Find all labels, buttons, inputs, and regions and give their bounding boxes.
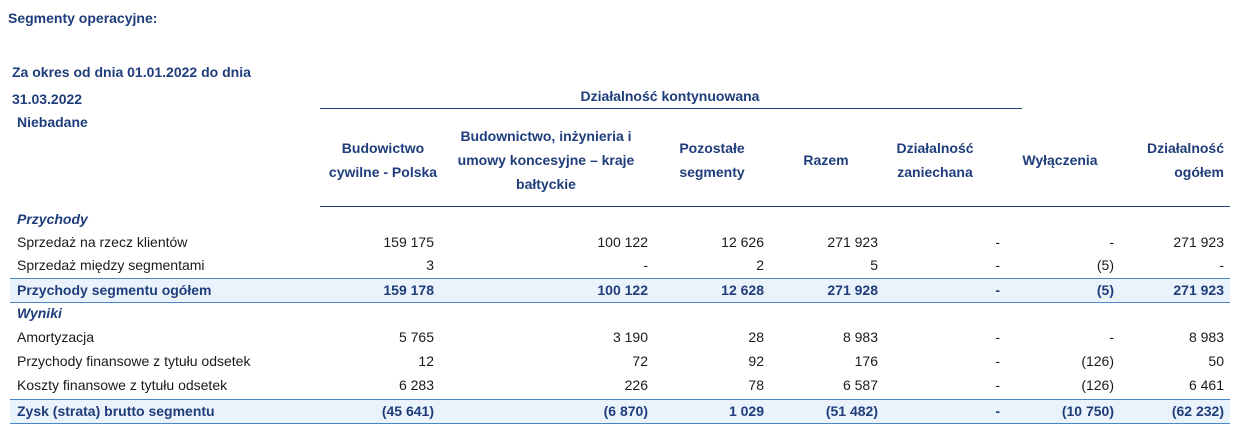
cell: 271 923 bbox=[1173, 234, 1224, 250]
cell: 100 122 bbox=[597, 282, 648, 298]
cell: (126) bbox=[1081, 377, 1114, 393]
cell: 78 bbox=[748, 377, 764, 393]
audit-status: Niebadane bbox=[17, 114, 88, 130]
row-label: Amortyzacja bbox=[17, 329, 95, 345]
table-row: Koszty finansowe z tytułu odsetek 6 283 … bbox=[10, 374, 1230, 397]
cell: 176 bbox=[854, 353, 878, 369]
cell: 12 bbox=[418, 353, 434, 369]
cell: 12 626 bbox=[721, 234, 764, 250]
col-header-eliminations: Wyłączenia bbox=[1022, 152, 1098, 168]
continuing-underline bbox=[320, 108, 1022, 109]
col-header-total: Razem bbox=[803, 152, 849, 168]
cell: - bbox=[1109, 234, 1114, 250]
cell: 2 bbox=[756, 257, 764, 273]
period-label: Za okres od dnia 01.01.2022 do dnia 31.0… bbox=[12, 64, 251, 107]
cell: (126) bbox=[1081, 353, 1114, 369]
cell: (62 232) bbox=[1171, 403, 1224, 419]
cell: - bbox=[995, 234, 1000, 250]
section-label: Wyniki bbox=[17, 305, 62, 321]
col-header-baltic: Budownictwo, inżynieria i umowy koncesyj… bbox=[457, 128, 635, 192]
cell: 100 122 bbox=[597, 234, 648, 250]
cell: - bbox=[995, 257, 1000, 273]
table-row: Amortyzacja 5 765 3 190 28 8 983 - - 8 9… bbox=[10, 326, 1230, 349]
cell: - bbox=[995, 282, 1000, 298]
table-row-total-revenue: Przychody segmentu ogółem 159 178 100 12… bbox=[10, 278, 1230, 303]
table-row: Sprzedaż na rzecz klientów 159 175 100 1… bbox=[10, 231, 1230, 254]
cell: 6 461 bbox=[1188, 377, 1224, 393]
cell: - bbox=[1109, 329, 1114, 345]
page-heading: Segmenty operacyjne: bbox=[8, 10, 158, 26]
cell: (45 641) bbox=[381, 403, 434, 419]
cell: (51 482) bbox=[825, 403, 878, 419]
cell: 159 178 bbox=[383, 282, 434, 298]
cell: 92 bbox=[748, 353, 764, 369]
cell: 3 190 bbox=[612, 329, 648, 345]
cell: 5 bbox=[870, 257, 878, 273]
table-row: Sprzedaż między segmentami 3 - 2 5 - (5)… bbox=[10, 254, 1230, 277]
cell: - bbox=[1219, 257, 1224, 273]
cell: - bbox=[995, 353, 1000, 369]
cell: 8 983 bbox=[1188, 329, 1224, 345]
cell: 6 587 bbox=[842, 377, 878, 393]
cell: 8 983 bbox=[842, 329, 878, 345]
cell: 271 923 bbox=[1173, 282, 1224, 298]
row-label: Sprzedaż między segmentami bbox=[17, 257, 205, 273]
row-label: Sprzedaż na rzecz klientów bbox=[17, 234, 188, 250]
cell: (5) bbox=[1096, 282, 1114, 298]
cell: 271 923 bbox=[827, 234, 878, 250]
cell: - bbox=[995, 403, 1000, 419]
col-header-total-operations: Działalność ogółem bbox=[1146, 140, 1224, 180]
cell: (10 750) bbox=[1061, 403, 1114, 419]
cell: - bbox=[995, 329, 1000, 345]
cell: 1 029 bbox=[728, 403, 764, 419]
cell: - bbox=[995, 377, 1000, 393]
cell: 72 bbox=[632, 353, 648, 369]
cell: - bbox=[643, 257, 648, 273]
row-label: Zysk (strata) brutto segmentu bbox=[17, 403, 215, 419]
row-label: Przychody finansowe z tytułu odsetek bbox=[17, 353, 251, 369]
col-header-civil-poland: Budowictwo cywilne - Polska bbox=[328, 140, 438, 180]
section-row-results: Wyniki bbox=[10, 302, 1230, 325]
col-header-other-segments: Pozostałe segmenty bbox=[679, 140, 745, 180]
header-bottom-line bbox=[320, 206, 1230, 207]
cell: 28 bbox=[748, 329, 764, 345]
continuing-operations-title: Działalność kontynuowana bbox=[580, 88, 760, 104]
cell: (5) bbox=[1096, 257, 1114, 273]
cell: (6 870) bbox=[603, 403, 648, 419]
row-label: Koszty finansowe z tytułu odsetek bbox=[17, 377, 228, 393]
section-row-revenue: Przychody bbox=[10, 208, 1230, 231]
cell: 5 765 bbox=[398, 329, 434, 345]
cell: 271 928 bbox=[827, 282, 878, 298]
cell: 12 628 bbox=[721, 282, 764, 298]
table-row-gross-profit: Zysk (strata) brutto segmentu (45 641) (… bbox=[10, 399, 1230, 424]
col-header-discontinued: Działalność zaniechana bbox=[896, 140, 974, 180]
cell: 226 bbox=[624, 377, 648, 393]
cell: 6 283 bbox=[398, 377, 434, 393]
cell: 159 175 bbox=[383, 234, 434, 250]
cell: 3 bbox=[426, 257, 434, 273]
cell: 50 bbox=[1208, 353, 1224, 369]
table-row: Przychody finansowe z tytułu odsetek 12 … bbox=[10, 350, 1230, 373]
section-label: Przychody bbox=[17, 211, 88, 227]
row-label: Przychody segmentu ogółem bbox=[17, 282, 212, 298]
